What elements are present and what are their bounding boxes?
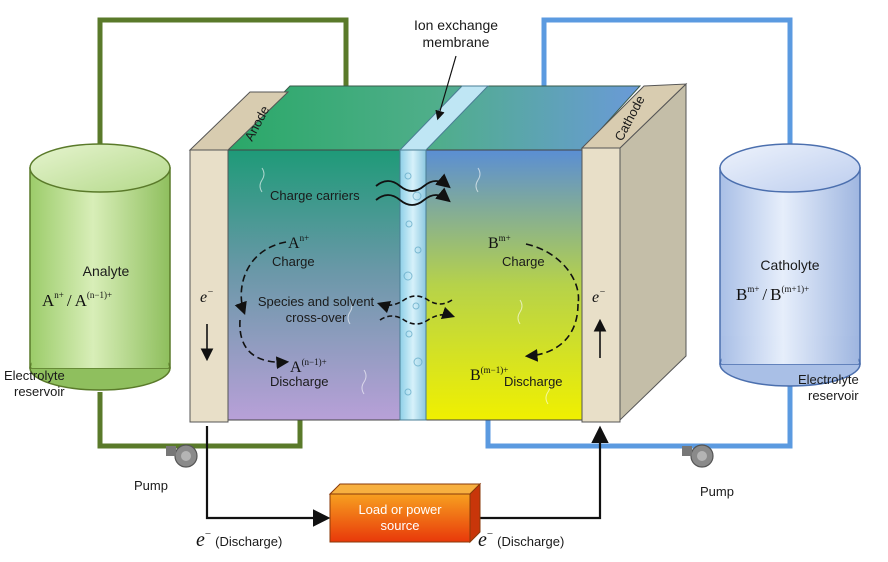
catholyte-tank <box>719 143 861 387</box>
membrane-pointer <box>435 55 457 121</box>
flow-lines <box>259 167 551 405</box>
reservoir-left-line1: Electrolyte <box>4 368 65 383</box>
reservoir-right-line1: Electrolyte <box>798 372 859 387</box>
load-label-line2: source <box>380 518 419 533</box>
anode-bottom-species: A(n−1)+ <box>290 357 327 376</box>
cathode-reaction-loop <box>524 243 580 362</box>
pump-left-icon <box>166 444 198 468</box>
catholyte-label: Catholyte <box>760 257 819 273</box>
catholyte-formula: Bm+ / B(m+1)+ <box>736 284 809 304</box>
membrane-label-line1: Ion exchange <box>414 17 498 33</box>
cathode-electron-label: e− <box>592 287 606 306</box>
charge-carrier-arrows <box>375 173 451 206</box>
analyte-tank <box>29 143 171 391</box>
cross-over-arrows <box>376 295 456 325</box>
reservoir-right-line2: reservoir <box>808 388 859 403</box>
anode-electrode <box>188 91 290 423</box>
reservoir-left-line2: reservoir <box>14 384 65 399</box>
cathode-discharge-label: Discharge <box>504 374 563 389</box>
discharge-bottom-left: e− (Discharge) <box>196 528 282 551</box>
anode-reaction-loop <box>234 241 290 370</box>
discharge-bottom-right: e− (Discharge) <box>478 528 564 551</box>
analyte-formula: An+ / A(n−1)+ <box>42 290 112 310</box>
species-crossover-line1: Species and solvent <box>258 294 375 309</box>
load-label-line1: Load or power <box>358 502 442 517</box>
flow-cell <box>226 85 642 421</box>
cathode-electrode <box>580 82 688 423</box>
cathode-charge-label: Charge <box>502 254 545 269</box>
cathode-top-species: Bm+ <box>488 233 511 252</box>
anode-charge-label: Charge <box>272 254 315 269</box>
anode-discharge-label: Discharge <box>270 374 329 389</box>
analyte-label: Analyte <box>83 263 130 279</box>
species-crossover-line2: cross-over <box>286 310 347 325</box>
pump-left-label: Pump <box>134 478 168 493</box>
external-circuit <box>205 425 609 527</box>
anode-top-species: An+ <box>288 233 309 252</box>
pump-right-label: Pump <box>700 484 734 499</box>
charge-carriers-label: Charge carriers <box>270 188 360 203</box>
cathode-bottom-species: B(m−1)+ <box>470 365 508 384</box>
load-or-power-source <box>328 482 482 544</box>
membrane-label-line2: membrane <box>423 34 490 50</box>
pump-right-icon <box>682 444 714 468</box>
anode-electron-label: e− <box>200 287 214 306</box>
